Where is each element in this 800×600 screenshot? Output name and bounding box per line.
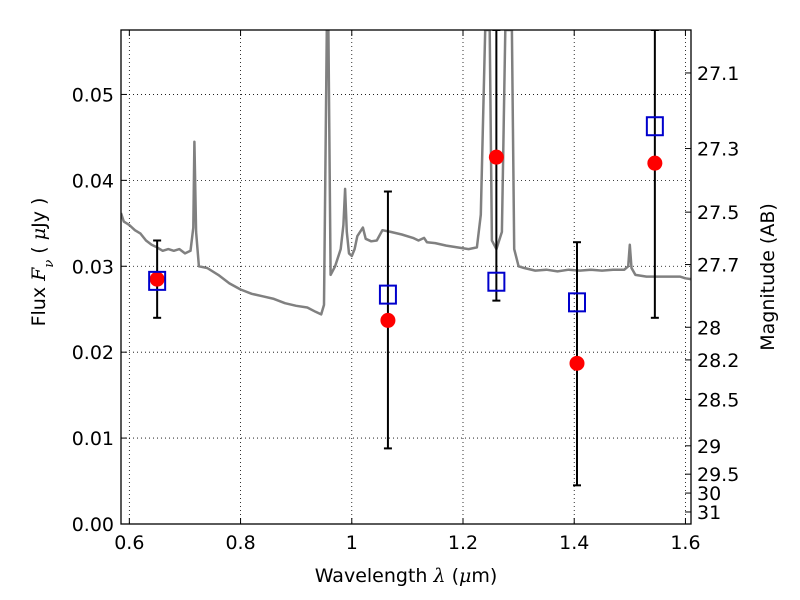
model-flux-point: [378, 284, 397, 305]
y2-tick-label: 30: [697, 483, 721, 505]
observed-flux-point: [380, 312, 396, 328]
y2-tick-label: 28: [697, 317, 721, 339]
x-tick-label: 1.2: [448, 532, 478, 554]
model-flux-point: [148, 270, 167, 291]
y2-axis-label: Magnitude (AB): [757, 203, 779, 351]
y2-tick-label: 29: [697, 436, 721, 458]
y2-tick-label: 31: [697, 502, 721, 524]
y-axis-label: Flux Fν ( μJy ): [28, 198, 57, 327]
plot-area: [121, 30, 691, 487]
observed-flux-point: [488, 149, 504, 165]
y2-tick-label: 28.5: [697, 389, 739, 411]
y-tick-label: 0.02: [72, 342, 114, 364]
grid: [121, 30, 691, 525]
y2-tick-label: 27.7: [697, 255, 739, 277]
x-tick-label: 1: [346, 532, 358, 554]
spectrum-line: [121, 30, 691, 316]
axis-ticks: 0.6 0.8 1 1.2 1.4 1.6 0.00 0.01 0.02 0.03 0.04 0.05…: [72, 30, 739, 554]
model-flux-point: [568, 292, 586, 313]
plot-frame: [120, 29, 692, 525]
y-tick-label: 0.05: [72, 84, 114, 106]
y2-tick-label: 27.1: [697, 63, 739, 85]
y2-tick-label: 27.5: [697, 202, 739, 224]
x-tick-label: 0.8: [225, 532, 255, 554]
y2-tick-label: 28.2: [697, 350, 739, 372]
model-flux-point: [487, 271, 506, 292]
observed-flux-point: [647, 155, 663, 171]
x-tick-label: 0.6: [114, 532, 144, 554]
y-tick-label: 0.03: [72, 256, 114, 278]
y-tick-label: 0.00: [72, 514, 114, 536]
y-tick-label: 0.04: [72, 170, 114, 192]
observed-flux-point: [149, 271, 165, 287]
y2-tick-label: 29.5: [697, 464, 739, 486]
observed-flux-point: [569, 355, 585, 371]
x-tick-label: 1.6: [670, 532, 700, 554]
y2-tick-label: 27.3: [697, 139, 739, 161]
model-flux-point: [645, 116, 664, 137]
x-tick-label: 1.4: [559, 532, 589, 554]
x-axis-label: Wavelength λ (μm): [315, 565, 498, 587]
y-tick-label: 0.01: [72, 428, 114, 450]
